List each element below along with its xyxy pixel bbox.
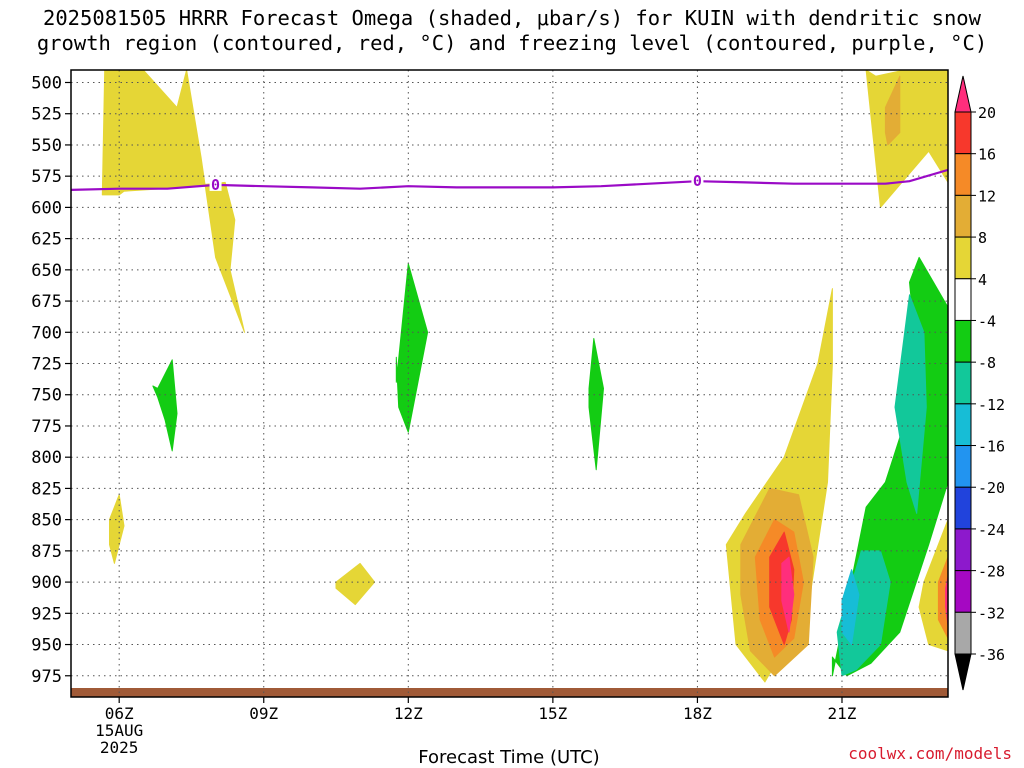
x-tick-label-18Z: 18Z bbox=[683, 704, 712, 723]
colorbar-segment-5 bbox=[954, 319, 972, 363]
colorbar-label-12: 12 bbox=[978, 187, 996, 205]
y-tick-label-600: 600 bbox=[31, 198, 62, 218]
title-line-1: 2025081505 HRRR Forecast Omega (shaded, … bbox=[43, 6, 981, 30]
y-tick-label-750: 750 bbox=[31, 386, 62, 406]
x-axis-title: Forecast Time (UTC) bbox=[418, 747, 599, 768]
y-tick-label-975: 975 bbox=[31, 667, 62, 687]
y-tick-label-825: 825 bbox=[31, 479, 62, 499]
surface-strip bbox=[71, 688, 948, 697]
colorbar-segment-11 bbox=[954, 570, 972, 613]
freezing-label-bg-0 bbox=[209, 176, 222, 191]
colorbar-label--32: -32 bbox=[978, 604, 1005, 622]
plot-frame bbox=[70, 69, 949, 698]
x-tick-label-06Z: 06Z bbox=[105, 704, 134, 723]
colorbar: 20 16 12 8 4 -4 -8 -12 -16 -20 -24 -28 -32 -36 bbox=[954, 75, 1005, 691]
y-tick-label-850: 850 bbox=[31, 511, 62, 531]
colorbar-label--20: -20 bbox=[978, 479, 1005, 497]
y-tick-label-725: 725 bbox=[31, 355, 62, 375]
colorbar-segment-8 bbox=[954, 445, 972, 488]
colorbar-label--24: -24 bbox=[978, 521, 1005, 539]
colorbar-label-16: 16 bbox=[978, 146, 996, 164]
colorbar-label--36: -36 bbox=[978, 646, 1005, 664]
y-tick-label-900: 900 bbox=[31, 573, 62, 593]
x-tick-label-21Z: 21Z bbox=[828, 704, 857, 723]
title-line-2: growth region (contoured, red, °C) and f… bbox=[36, 31, 988, 55]
y-tick-label-775: 775 bbox=[31, 417, 62, 437]
colorbar-segment-1 bbox=[954, 153, 972, 196]
y-tick-label-700: 700 bbox=[31, 323, 62, 343]
omega-region-7 bbox=[884, 75, 901, 146]
colorbar-label--12: -12 bbox=[978, 396, 1005, 414]
colorbar-label-8: 8 bbox=[978, 229, 987, 247]
colorbar-segment-12 bbox=[954, 611, 972, 655]
colorbar-segment-2 bbox=[954, 194, 972, 238]
y-tick-label-675: 675 bbox=[31, 292, 62, 312]
y-tick-label-950: 950 bbox=[31, 636, 62, 656]
colorbar-segment-10 bbox=[954, 528, 972, 572]
colorbar-segment-9 bbox=[954, 486, 972, 530]
omega-region-11 bbox=[937, 556, 948, 639]
colorbar-label--28: -28 bbox=[978, 563, 1005, 581]
y-tick-label-650: 650 bbox=[31, 261, 62, 281]
omega-shading bbox=[71, 70, 948, 697]
y-tick-label-575: 575 bbox=[31, 167, 62, 187]
omega-region-0 bbox=[101, 70, 245, 333]
omega-region-14 bbox=[395, 263, 429, 433]
omega-region-1 bbox=[109, 494, 125, 564]
colorbar-label--16: -16 bbox=[978, 438, 1005, 456]
colorbar-top-arrow bbox=[954, 75, 972, 113]
x-tick-label-15Z: 15Z bbox=[538, 704, 567, 723]
y-tick-label-525: 525 bbox=[31, 105, 62, 125]
x-tick-label-12Z: 12Z bbox=[394, 704, 423, 723]
colorbar-segment-0 bbox=[954, 111, 972, 155]
x-date-label-1: 2025 bbox=[100, 738, 139, 757]
x-tick-label-09Z: 09Z bbox=[249, 704, 278, 723]
colorbar-label--8: -8 bbox=[978, 354, 996, 372]
colorbar-bottom-arrow bbox=[954, 653, 972, 691]
omega-region-15 bbox=[588, 338, 604, 471]
freezing-level-label-0: 0 bbox=[211, 176, 220, 194]
omega-region-13 bbox=[152, 359, 178, 452]
colorbar-label-20: 20 bbox=[978, 104, 996, 122]
omega-region-2 bbox=[335, 562, 376, 606]
colorbar-label--4: -4 bbox=[978, 312, 996, 330]
y-tick-label-500: 500 bbox=[31, 73, 62, 93]
omega-region-10 bbox=[781, 556, 795, 633]
omega-region-18 bbox=[894, 294, 927, 514]
freezing-level-line bbox=[71, 168, 948, 191]
y-tick-label-625: 625 bbox=[31, 230, 62, 250]
chart-title: 2025081505 HRRR Forecast Omega (shaded, … bbox=[0, 6, 1024, 56]
colorbar-segment-7 bbox=[954, 403, 972, 447]
y-axis: 500 525 550 575 600 625 650 675 700 725 750 775 800 8… bbox=[31, 73, 71, 687]
colorbar-segment-4 bbox=[954, 278, 972, 321]
colorbar-segment-6 bbox=[954, 361, 972, 405]
freezing-label-bg-1 bbox=[691, 173, 704, 188]
colorbar-label-4: 4 bbox=[978, 271, 987, 289]
y-tick-label-800: 800 bbox=[31, 448, 62, 468]
y-tick-label-550: 550 bbox=[31, 136, 62, 156]
x-date-label-0: 15AUG bbox=[95, 721, 143, 740]
y-tick-label-925: 925 bbox=[31, 604, 62, 624]
colorbar-segment-3 bbox=[954, 236, 972, 280]
omega-region-4 bbox=[865, 70, 948, 208]
credit-link[interactable]: coolwx.com/models bbox=[848, 744, 1012, 763]
freezing-level-label-1: 0 bbox=[693, 172, 702, 190]
y-tick-label-875: 875 bbox=[31, 542, 62, 562]
